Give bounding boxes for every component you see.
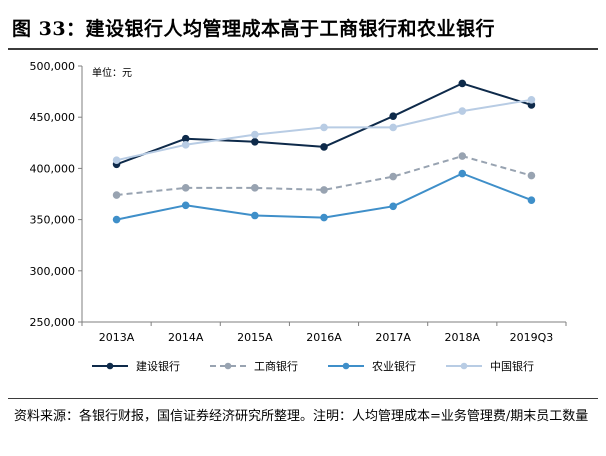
series-1-point [181,134,190,143]
series-2-point [527,171,536,180]
series-2-point [251,184,259,192]
y-tick-label: 300,000 [30,265,76,278]
series-2-point [389,172,397,181]
legend-label-1: 建设银行 [136,359,180,373]
series-2-point [458,152,467,160]
series-3-point [458,169,467,178]
legend-label-4: 中国银行 [490,359,534,373]
series-2-point [320,186,328,194]
series-3-point [389,202,397,211]
y-tick-label: 450,000 [30,111,76,124]
legend-label-3: 农业银行 [372,359,416,373]
series-line-3 [116,172,532,221]
series-1-point [251,137,259,146]
legend-marker-2 [224,362,232,370]
legend-marker-3 [342,362,350,370]
series-2-point [181,184,190,192]
series-4-point [527,95,536,104]
series-3-point [181,201,190,210]
series-1-point [458,79,467,88]
series-4-point [251,130,259,139]
x-tick-label: 2018A [445,331,481,344]
y-tick-label: 250,000 [30,316,76,329]
x-tick-label: 2019Q3 [510,331,554,344]
series-1-point [320,143,328,151]
legend-label-2: 工商银行 [254,359,298,373]
series-3-point [320,213,328,222]
x-tick-label: 2014A [168,331,204,344]
legend-marker-4 [460,362,468,370]
series-4-point [320,123,328,132]
series-3-point [112,215,121,224]
x-tick-label: 2013A [99,331,135,344]
line-chart: 250,000 300,000 350,000 400,000 450,000 500,0… [30,60,567,373]
y-tick-label: 350,000 [30,214,76,227]
source-note: 资料来源：各银行财报，国信证券经济研究所整理。注明：人均管理成本=业务管理费/期… [14,409,589,424]
figure-title: 图 33：建设银行人均管理成本高于工商银行和农业银行 [12,18,496,40]
title-rule [8,48,598,50]
x-tick-label: 2015A [237,331,273,344]
series-2-point [112,191,121,199]
x-tick-label: 2016A [306,331,342,344]
series-4-point [458,107,467,115]
series-1-point [389,112,397,120]
series-4-point [389,123,397,132]
y-tick-label: 500,000 [30,60,76,73]
y-tick-label: 400,000 [30,162,76,175]
unit-label: 单位：元 [92,66,132,79]
series-3-point [527,196,536,204]
legend-marker-1 [106,362,114,370]
series-4-point [112,156,121,165]
series-4-point [181,141,190,149]
source-rule [8,398,598,399]
x-tick-label: 2017A [375,331,411,344]
series-3-point [251,211,259,220]
